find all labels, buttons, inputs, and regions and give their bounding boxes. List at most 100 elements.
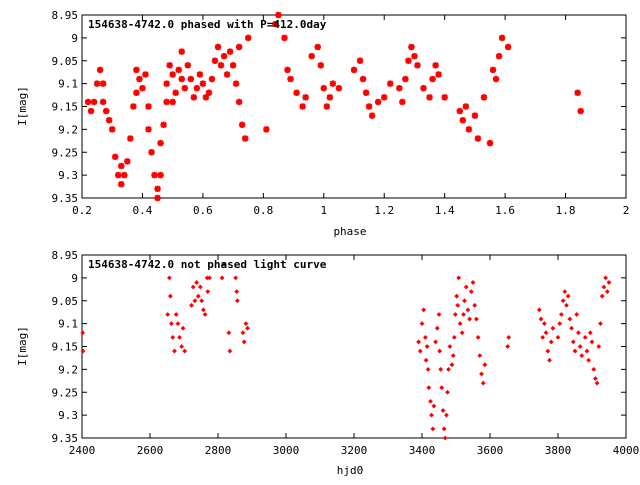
data-point <box>432 62 439 69</box>
data-point <box>314 43 321 51</box>
data-point <box>136 75 143 83</box>
data-point <box>606 280 612 285</box>
data-point <box>498 34 506 42</box>
data-point <box>441 94 448 101</box>
y-tick-label: 9.3 <box>58 169 78 182</box>
data-point <box>480 380 486 386</box>
x-tick-label: 2800 <box>205 444 232 457</box>
data-point <box>168 293 173 299</box>
data-point <box>430 426 436 432</box>
phased-plot: 0.2 0.4 0.6 0.8 1 1.2 1.4 1.6 1.8 2 8.95 9 9.05 9.1 9… <box>16 9 629 238</box>
y-axis-label: I[mag] <box>16 326 29 366</box>
data-point <box>238 121 246 128</box>
data-point <box>223 71 231 78</box>
x-tick-label: 0.6 <box>193 204 213 217</box>
data-point <box>461 312 466 317</box>
data-point <box>205 89 213 96</box>
data-point <box>302 94 309 101</box>
y-ticks: 8.95 9 9.05 9.1 9.15 9.2 9.25 9.3 9.35 <box>52 249 626 445</box>
data-point <box>293 89 300 96</box>
data-point <box>207 275 212 281</box>
data-point <box>463 284 469 290</box>
data-point <box>154 185 161 193</box>
data-point <box>99 80 107 87</box>
plot-frame <box>81 254 627 439</box>
data-point <box>579 353 585 359</box>
data-point <box>435 71 442 78</box>
data-point <box>431 403 437 409</box>
data-point <box>505 344 511 349</box>
data-point <box>416 339 421 345</box>
data-point <box>235 98 243 106</box>
data-point <box>560 298 566 304</box>
data-point <box>417 348 423 354</box>
data-point <box>317 62 324 69</box>
data-point <box>426 385 432 391</box>
data-point <box>567 316 573 322</box>
data-point <box>112 153 119 161</box>
data-point <box>365 103 373 110</box>
data-point <box>408 43 415 51</box>
data-point <box>465 307 471 313</box>
data-point <box>477 353 483 359</box>
data-point <box>536 307 542 313</box>
chart-title: 154638-4742.0 not phased light curve <box>88 258 327 271</box>
data-point <box>589 339 595 345</box>
data-point <box>414 62 421 69</box>
data-point <box>489 66 497 74</box>
data-point <box>187 75 194 83</box>
data-point <box>214 43 222 51</box>
data-point <box>192 298 198 304</box>
data-point <box>169 321 174 327</box>
data-point <box>574 89 581 96</box>
data-point <box>130 103 137 110</box>
data-point <box>451 334 457 340</box>
y-tick-label: 9.15 <box>52 101 79 114</box>
data-point <box>577 107 584 115</box>
data-point <box>178 75 185 83</box>
data-point <box>275 11 282 19</box>
data-point <box>242 135 249 142</box>
data-point <box>565 293 571 299</box>
data-point <box>570 339 576 345</box>
x-tick-label: 2600 <box>137 444 164 457</box>
data-point <box>233 275 239 281</box>
data-point <box>178 48 185 55</box>
x-axis-label: hjd0 <box>337 464 364 477</box>
data-point <box>598 321 603 327</box>
data-point <box>154 194 161 202</box>
data-point <box>200 307 206 313</box>
data-point <box>232 80 240 87</box>
data-point <box>109 126 116 133</box>
data-point <box>474 316 479 322</box>
data-point <box>133 66 140 74</box>
data-point <box>234 289 240 294</box>
x-tick-label: 0.4 <box>133 204 153 217</box>
data-point <box>139 85 146 92</box>
data-point <box>195 293 201 299</box>
x-tick-label: 2 <box>623 204 630 217</box>
data-point <box>584 348 590 354</box>
data-point <box>299 103 306 110</box>
data-point <box>102 107 110 115</box>
y-tick-label: 9.1 <box>58 78 78 91</box>
data-point <box>439 385 445 391</box>
data-point <box>169 98 176 106</box>
data-point <box>562 289 568 294</box>
data-point <box>437 348 443 354</box>
data-point <box>220 52 228 60</box>
data-point <box>468 289 474 294</box>
y-tick-label: 9.3 <box>58 409 78 422</box>
data-point <box>202 94 210 101</box>
data-point <box>133 89 140 96</box>
y-tick-label: 9.25 <box>52 146 79 159</box>
data-point <box>127 135 134 142</box>
data-point <box>462 298 467 304</box>
data-point <box>576 330 581 336</box>
data-point <box>180 325 186 331</box>
data-point <box>381 94 388 101</box>
data-point <box>474 135 482 142</box>
data-point <box>547 357 552 363</box>
data-point <box>243 321 249 327</box>
